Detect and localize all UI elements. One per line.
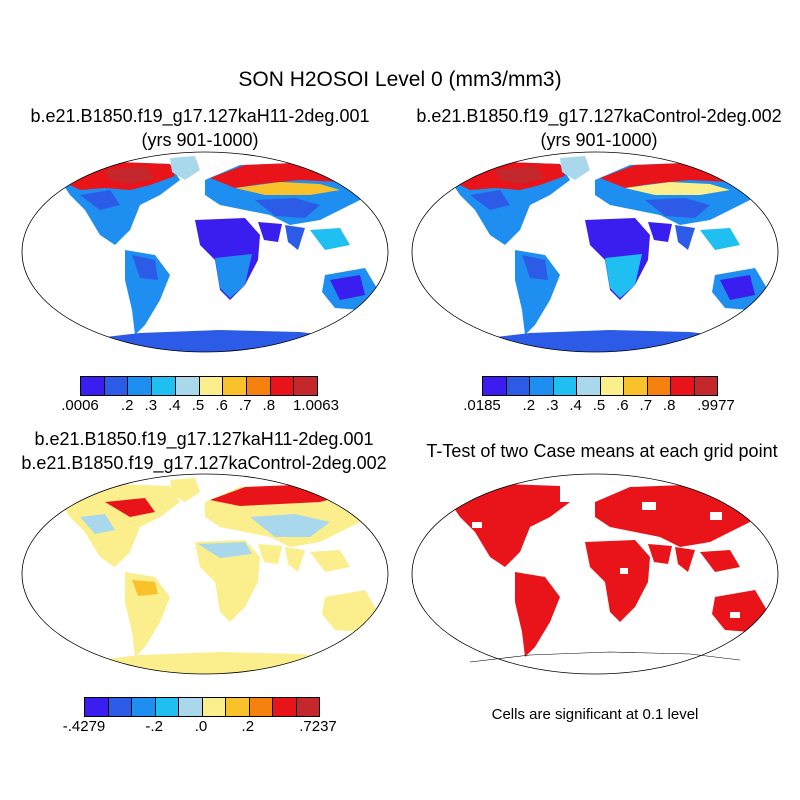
- colorbar-tick-label: -.4279: [62, 718, 106, 735]
- colorbar-box: [155, 698, 179, 716]
- colorbar-tick-label: .5: [191, 397, 205, 414]
- colorbar-difference-labels: -.4279 -.2 .0 .2 .7237: [63, 718, 337, 738]
- map-control: [411, 151, 779, 353]
- colorbar-box: [296, 698, 319, 716]
- land-cells: [60, 478, 378, 674]
- figure-title: SON H2OSOI Level 0 (mm3/mm3): [238, 68, 562, 91]
- colorbar-box: [246, 377, 271, 395]
- panel-3-title: b.e21.B1850.f19_g17.127kaH11-2deg.001 b.…: [0, 427, 408, 475]
- colorbar-box: [671, 377, 695, 395]
- panel-1-title-line1: b.e21.B1850.f19_g17.127kaH11-2deg.001: [30, 106, 370, 126]
- map-ttest: [411, 473, 779, 675]
- panel-4-title-line1: T-Test of two Case means at each grid po…: [426, 441, 778, 461]
- colorbar-tick-label: .3: [144, 397, 158, 414]
- colorbar-box: [104, 377, 129, 395]
- map-panel-case: [20, 150, 390, 355]
- colorbar-tick-label: .8: [262, 397, 276, 414]
- colorbar-tick-label: .4: [569, 397, 582, 414]
- panel-4-title: T-Test of two Case means at each grid po…: [404, 439, 800, 463]
- colorbar-box: [273, 698, 297, 716]
- colorbar-box: [81, 377, 105, 395]
- colorbar-tick-label: .9977: [697, 397, 735, 414]
- map-difference: [21, 473, 389, 675]
- colorbar-box: [226, 698, 250, 716]
- colorbar-box: [294, 377, 318, 395]
- colorbar-tick-label: .2: [522, 397, 536, 414]
- panel-2-title-line2: (yrs 901-1000): [540, 130, 658, 150]
- colorbar-tick-label: .2: [241, 718, 255, 735]
- colorbar-difference: [84, 697, 320, 717]
- significant-cells: [450, 484, 768, 657]
- colorbar-box: [128, 377, 153, 395]
- colorbar-box: [132, 698, 156, 716]
- colorbar-box: [553, 377, 577, 395]
- colorbar-box: [85, 698, 109, 716]
- colorbar-box: [600, 377, 624, 395]
- land-cells: [450, 156, 768, 352]
- panel-2-title: b.e21.B1850.f19_g17.127kaControl-2deg.00…: [398, 104, 800, 152]
- panel-3-title-line2: b.e21.B1850.f19_g17.127kaControl-2deg.00…: [21, 453, 387, 473]
- colorbar-box: [647, 377, 671, 395]
- colorbar-box: [577, 377, 601, 395]
- colorbar-tick-label: .7: [238, 397, 252, 414]
- colorbar-case-labels: .0006 .2 .3 .4 .5 .6 .7 .8 1.0063: [61, 397, 339, 417]
- non-significant-gaps: [472, 478, 740, 618]
- colorbar-box: [179, 698, 203, 716]
- colorbar-box: [506, 377, 530, 395]
- colorbar-tick-label: .3: [545, 397, 559, 414]
- map-case: [21, 151, 389, 353]
- colorbar-tick-label: .7237: [299, 718, 337, 735]
- colorbar-tick-label: -.2: [145, 718, 163, 735]
- colorbar-tick-label: .8: [662, 397, 676, 414]
- colorbar-tick-label: .2: [120, 397, 134, 414]
- colorbar-tick-label: .0006: [61, 397, 99, 414]
- land-cells: [60, 156, 378, 352]
- colorbar-case: [80, 376, 318, 396]
- colorbar-box: [202, 698, 226, 716]
- panel-1-title-line2: (yrs 901-1000): [141, 130, 259, 150]
- significance-note: Cells are significant at 0.1 level: [491, 706, 699, 723]
- colorbar-box: [199, 377, 224, 395]
- colorbar-box: [223, 377, 247, 395]
- colorbar-tick-label: .7: [639, 397, 653, 414]
- colorbar-box: [152, 377, 176, 395]
- colorbar-box: [270, 377, 295, 395]
- colorbar-box: [694, 377, 717, 395]
- colorbar-tick-label: .0: [194, 718, 208, 735]
- panel-2-title-line1: b.e21.B1850.f19_g17.127kaControl-2deg.00…: [416, 106, 782, 126]
- colorbar-box: [530, 377, 554, 395]
- colorbar-tick-label: .4: [168, 397, 181, 414]
- panel-1-title: b.e21.B1850.f19_g17.127kaH11-2deg.001 (y…: [8, 104, 392, 152]
- map-panel-ttest: [410, 472, 780, 677]
- colorbar-tick-label: .5: [592, 397, 606, 414]
- colorbar-tick-label: .0185: [463, 397, 501, 414]
- colorbar-control: [482, 376, 718, 396]
- colorbar-box: [108, 698, 132, 716]
- colorbar-tick-label: .6: [616, 397, 629, 414]
- colorbar-box: [175, 377, 200, 395]
- panel-3-title-line1: b.e21.B1850.f19_g17.127kaH11-2deg.001: [34, 429, 374, 449]
- map-panel-difference: [20, 472, 390, 677]
- colorbar-control-labels: .0185 .2 .3 .4 .5 .6 .7 .8 .9977: [463, 397, 735, 417]
- colorbar-box: [624, 377, 648, 395]
- colorbar-tick-label: 1.0063: [293, 397, 339, 414]
- colorbar-tick-label: .6: [215, 397, 228, 414]
- colorbar-box: [249, 698, 273, 716]
- map-panel-control: [410, 150, 780, 355]
- colorbar-box: [483, 377, 507, 395]
